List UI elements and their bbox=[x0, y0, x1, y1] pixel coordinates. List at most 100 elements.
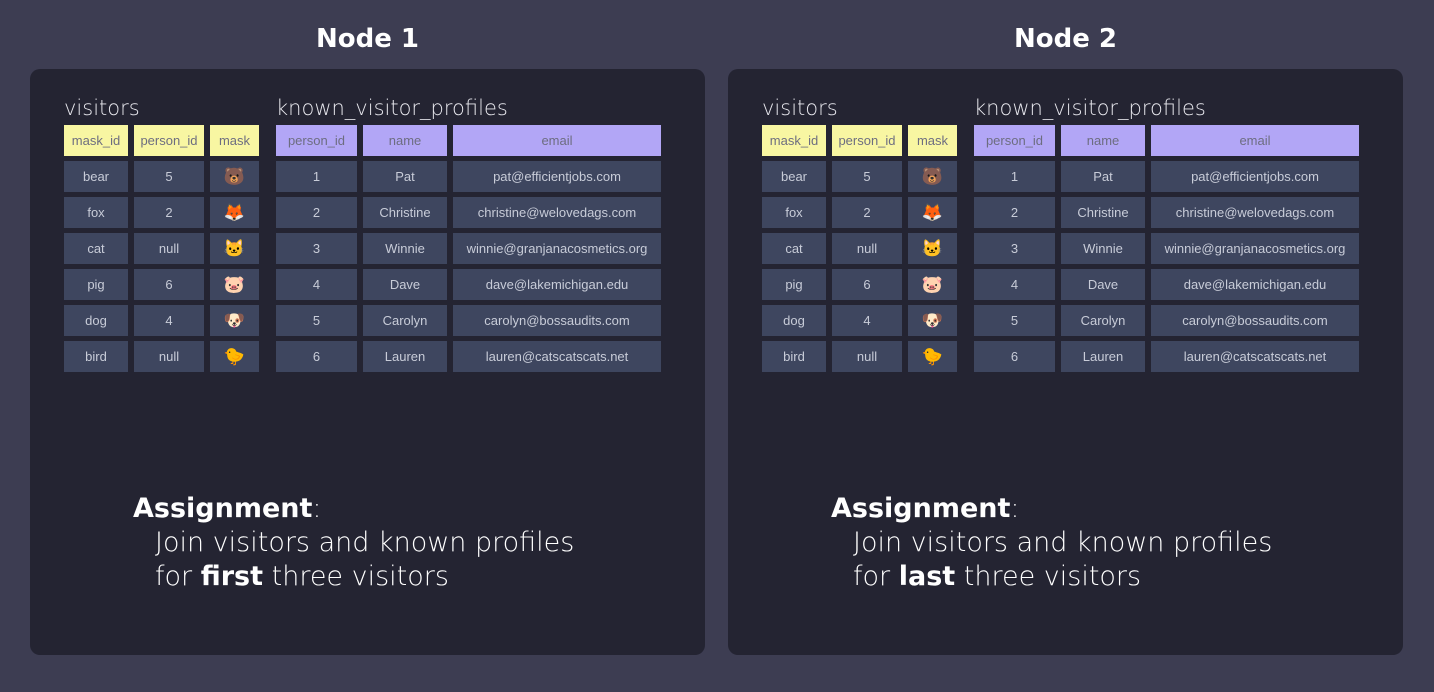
table-cell: pat@efficientjobs.com bbox=[453, 161, 661, 192]
mask-emoji-icon: 🐻 bbox=[210, 161, 259, 192]
profiles-table: person_id name email 1 Pat pat@efficientjobs.… bbox=[276, 125, 661, 377]
assignment-heading: Assignment bbox=[831, 493, 1011, 524]
table-row: bird null 🐤 bbox=[64, 341, 259, 372]
table-cell: 1 bbox=[974, 161, 1055, 192]
table-row: 5 Carolyn carolyn@bossaudits.com bbox=[276, 305, 661, 336]
table-cell: Lauren bbox=[363, 341, 447, 372]
node-panel: visitors known_visitor_profiles mask_id p… bbox=[30, 69, 705, 655]
assignment-emphasis: first bbox=[200, 561, 264, 592]
table-row: dog 4 🐶 bbox=[64, 305, 259, 336]
column-header: person_id bbox=[276, 125, 357, 156]
table-cell: Pat bbox=[1061, 161, 1145, 192]
assignment-text: three visitors bbox=[955, 561, 1142, 592]
column-header: email bbox=[1151, 125, 1359, 156]
table-row: 3 Winnie winnie@granjanacosmetics.org bbox=[974, 233, 1359, 264]
table-cell: lauren@catscatscats.net bbox=[1151, 341, 1359, 372]
table-cell: christine@welovedags.com bbox=[453, 197, 661, 228]
table-cell: Pat bbox=[363, 161, 447, 192]
assignment-line-1: Join visitors and known profiles bbox=[155, 527, 575, 558]
table-cell: 6 bbox=[974, 341, 1055, 372]
table-row: fox 2 🦊 bbox=[762, 197, 957, 228]
table-cell: 2 bbox=[832, 197, 902, 228]
table-row: 6 Lauren lauren@catscatscats.net bbox=[276, 341, 661, 372]
assignment-colon: : bbox=[312, 493, 322, 524]
assignment-heading: Assignment bbox=[133, 493, 313, 524]
table-cell: null bbox=[832, 341, 902, 372]
table-cell: 3 bbox=[276, 233, 357, 264]
table-row: bear 5 🐻 bbox=[64, 161, 259, 192]
table-cell: 6 bbox=[276, 341, 357, 372]
node-title: Node 1 bbox=[315, 24, 419, 54]
mask-emoji-icon: 🐻 bbox=[908, 161, 957, 192]
column-header: person_id bbox=[134, 125, 204, 156]
table-cell: winnie@granjanacosmetics.org bbox=[1151, 233, 1359, 264]
column-header: mask_id bbox=[64, 125, 128, 156]
column-header: mask bbox=[908, 125, 957, 156]
mask-emoji-icon: 🐱 bbox=[908, 233, 957, 264]
table-cell: 1 bbox=[276, 161, 357, 192]
assignment-line-2: for last three visitors bbox=[831, 560, 1272, 594]
table-row: 4 Dave dave@lakemichigan.edu bbox=[974, 269, 1359, 300]
visitors-table: mask_id person_id mask bear 5 🐻 fox 2 🦊 cat null 🐱 p… bbox=[64, 125, 259, 377]
table-header-row: person_id name email bbox=[276, 125, 661, 156]
table-cell: Christine bbox=[363, 197, 447, 228]
table-cell: 5 bbox=[276, 305, 357, 336]
table-cell: Carolyn bbox=[363, 305, 447, 336]
table-cell: 2 bbox=[276, 197, 357, 228]
table-row: pig 6 🐷 bbox=[762, 269, 957, 300]
table-row: 5 Carolyn carolyn@bossaudits.com bbox=[974, 305, 1359, 336]
assignment-text: for bbox=[155, 561, 201, 592]
table-cell: christine@welovedags.com bbox=[1151, 197, 1359, 228]
table-cell: Winnie bbox=[363, 233, 447, 264]
column-header: mask_id bbox=[762, 125, 826, 156]
table-row: dog 4 🐶 bbox=[762, 305, 957, 336]
visitors-table-label: visitors bbox=[64, 96, 140, 120]
table-cell: Winnie bbox=[1061, 233, 1145, 264]
table-row: 2 Christine christine@welovedags.com bbox=[276, 197, 661, 228]
table-cell: bird bbox=[64, 341, 128, 372]
assignment-line-1: Join visitors and known profiles bbox=[853, 527, 1273, 558]
table-row: pig 6 🐷 bbox=[64, 269, 259, 300]
table-row: 1 Pat pat@efficientjobs.com bbox=[276, 161, 661, 192]
table-cell: bear bbox=[64, 161, 128, 192]
table-row: bear 5 🐻 bbox=[762, 161, 957, 192]
mask-emoji-icon: 🐤 bbox=[908, 341, 957, 372]
table-header-row: mask_id person_id mask bbox=[64, 125, 259, 156]
mask-emoji-icon: 🐶 bbox=[210, 305, 259, 336]
node-panel: visitors known_visitor_profiles mask_id p… bbox=[728, 69, 1403, 655]
table-row: bird null 🐤 bbox=[762, 341, 957, 372]
mask-emoji-icon: 🦊 bbox=[908, 197, 957, 228]
table-header-row: person_id name email bbox=[974, 125, 1359, 156]
assignment-text: for bbox=[853, 561, 899, 592]
node-title: Node 2 bbox=[1013, 24, 1117, 54]
table-row: fox 2 🦊 bbox=[64, 197, 259, 228]
table-cell: pig bbox=[64, 269, 128, 300]
table-cell: winnie@granjanacosmetics.org bbox=[453, 233, 661, 264]
table-cell: 5 bbox=[974, 305, 1055, 336]
visitors-table-label: visitors bbox=[762, 96, 838, 120]
table-cell: 4 bbox=[276, 269, 357, 300]
table-cell: cat bbox=[762, 233, 826, 264]
column-header: email bbox=[453, 125, 661, 156]
table-cell: 6 bbox=[134, 269, 204, 300]
table-cell: cat bbox=[64, 233, 128, 264]
table-cell: 4 bbox=[832, 305, 902, 336]
table-header-row: mask_id person_id mask bbox=[762, 125, 957, 156]
assignment-text: three visitors bbox=[263, 561, 449, 592]
table-cell: null bbox=[134, 341, 204, 372]
table-cell: fox bbox=[64, 197, 128, 228]
table-row: 1 Pat pat@efficientjobs.com bbox=[974, 161, 1359, 192]
table-cell: fox bbox=[762, 197, 826, 228]
profiles-table-label: known_visitor_profiles bbox=[974, 96, 1206, 120]
table-row: cat null 🐱 bbox=[762, 233, 957, 264]
table-cell: 4 bbox=[974, 269, 1055, 300]
column-header: name bbox=[1061, 125, 1145, 156]
mask-emoji-icon: 🐤 bbox=[210, 341, 259, 372]
column-header: name bbox=[363, 125, 447, 156]
column-header: person_id bbox=[832, 125, 902, 156]
assignment-emphasis: last bbox=[898, 561, 956, 592]
mask-emoji-icon: 🦊 bbox=[210, 197, 259, 228]
table-cell: 6 bbox=[832, 269, 902, 300]
profiles-table-label: known_visitor_profiles bbox=[276, 96, 508, 120]
assignment: Assignment: Join visitors and known prof… bbox=[831, 492, 1272, 594]
